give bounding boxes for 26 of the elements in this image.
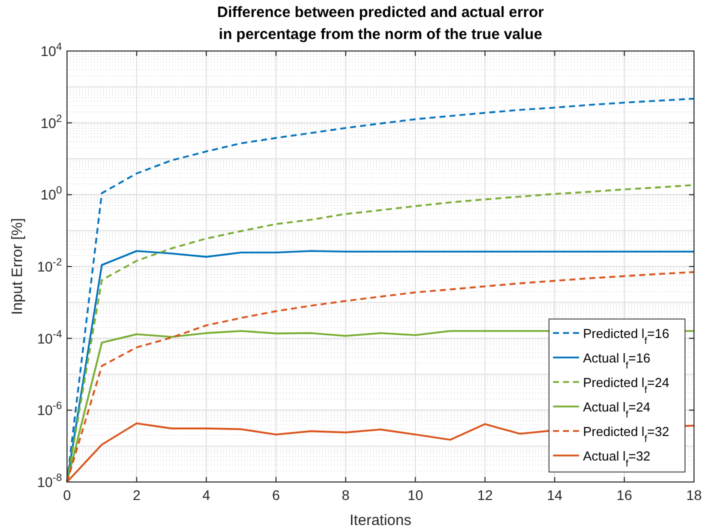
x-axis-title: Iterations	[350, 512, 412, 529]
legend-label: Actual l$_{f}$=24	[583, 400, 650, 420]
x-tick-label: 6	[272, 487, 280, 503]
x-tick-label: 16	[616, 487, 632, 503]
y-tick-label: 10$^{-4}$	[37, 328, 62, 346]
legend-label: Actual l$_{f}$=32	[583, 448, 650, 469]
y-axis-title: Input Error [%]	[9, 218, 26, 315]
chart-title: Difference between predicted and actual error in percentage from the norm of the true value	[217, 4, 544, 43]
y-tick-label: 10$^{4}$	[40, 41, 62, 59]
y-tick-label: 10$^{-6}$	[37, 400, 62, 418]
y-tick-label: 10$^{2}$	[40, 112, 62, 131]
x-tick-label: 0	[63, 487, 72, 503]
legend-label: Predicted l$_{f}$=32	[583, 424, 670, 444]
x-tick-label: 10	[408, 487, 424, 503]
x-tick-label: 18	[686, 487, 702, 503]
legend-label: Predicted l$_{f}$=16	[583, 326, 670, 346]
y-tick-label: 10$^{0}$	[40, 184, 62, 203]
x-tick-label: 4	[202, 487, 210, 503]
x-tick-label: 8	[342, 487, 350, 503]
legend-label: Predicted l$_{f}$=24	[583, 375, 670, 396]
x-tick-label: 2	[132, 487, 141, 503]
y-tick-label: 10$^{-8}$	[37, 472, 62, 490]
y-tick-label: 10$^{-2}$	[37, 256, 62, 274]
legend-label: Actual l$_{f}$=16	[583, 350, 650, 371]
x-tick-label: 14	[546, 487, 563, 503]
x-tick-label: 12	[477, 487, 493, 503]
